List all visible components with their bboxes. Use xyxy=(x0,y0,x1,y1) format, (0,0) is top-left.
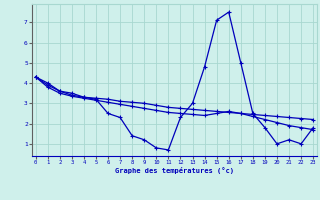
X-axis label: Graphe des températures (°c): Graphe des températures (°c) xyxy=(115,167,234,174)
